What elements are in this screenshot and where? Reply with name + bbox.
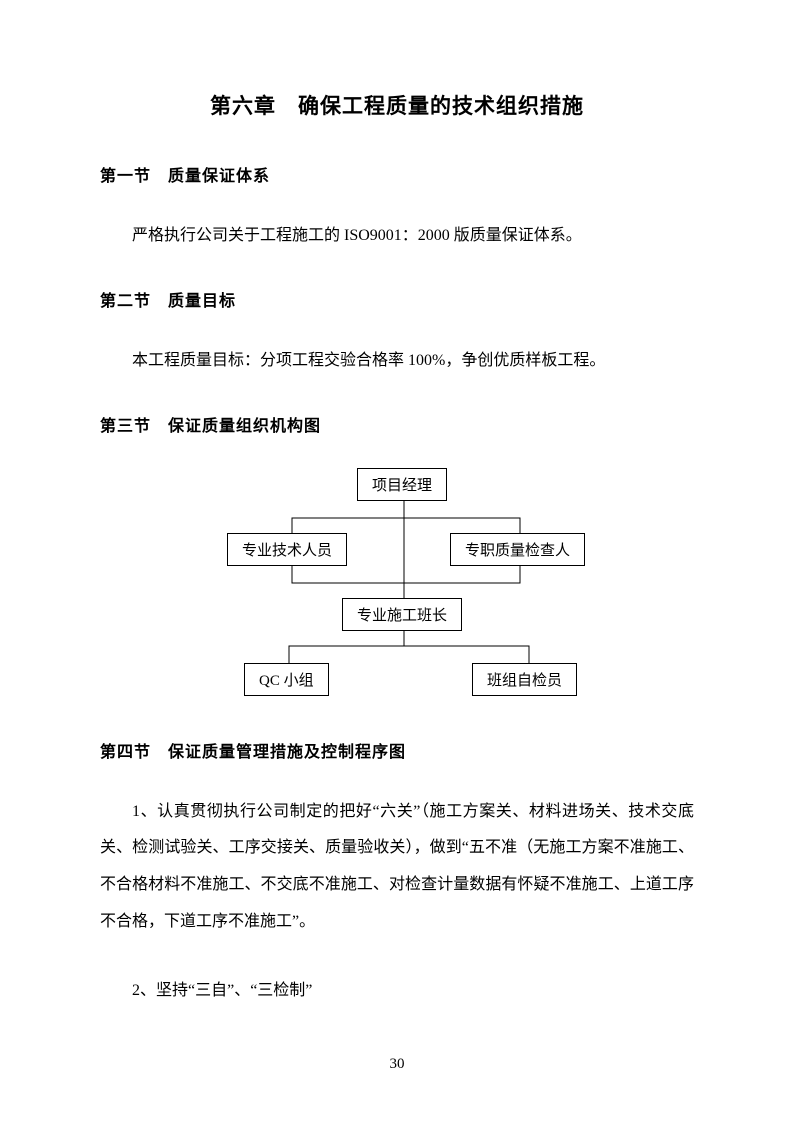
- page-number: 30: [0, 1056, 794, 1073]
- org-node-n5: QC 小组: [244, 663, 329, 696]
- section-1-body: 严格执行公司关于工程施工的 ISO9001：2000 版质量保证体系。: [100, 218, 694, 255]
- section-4-p2: 2、坚持“三自”、“三检制”: [100, 973, 694, 1010]
- section-2-body: 本工程质量目标：分项工程交验合格率 100%，争创优质样板工程。: [100, 343, 694, 380]
- org-node-n1: 项目经理: [357, 468, 447, 501]
- org-chart: 项目经理专业技术人员 专职质量检查人专业施工班长 QC 小组 班组自检员: [172, 468, 622, 698]
- org-node-n6: 班组自检员: [472, 663, 577, 696]
- org-node-n2: 专业技术人员: [227, 533, 347, 566]
- section-2-heading: 第二节 质量目标: [100, 287, 694, 311]
- chapter-title: 第六章 确保工程质量的技术组织措施: [100, 90, 694, 120]
- org-node-n3: 专职质量检查人: [450, 533, 585, 566]
- section-1-heading: 第一节 质量保证体系: [100, 162, 694, 186]
- section-4-p1: 1、认真贯彻执行公司制定的把好“六关”（施工方案关、材料进场关、技术交底关、检测…: [100, 794, 694, 941]
- org-node-n4: 专业施工班长: [342, 598, 462, 631]
- section-4-heading: 第四节 保证质量管理措施及控制程序图: [100, 738, 694, 762]
- section-3-heading: 第三节 保证质量组织机构图: [100, 412, 694, 436]
